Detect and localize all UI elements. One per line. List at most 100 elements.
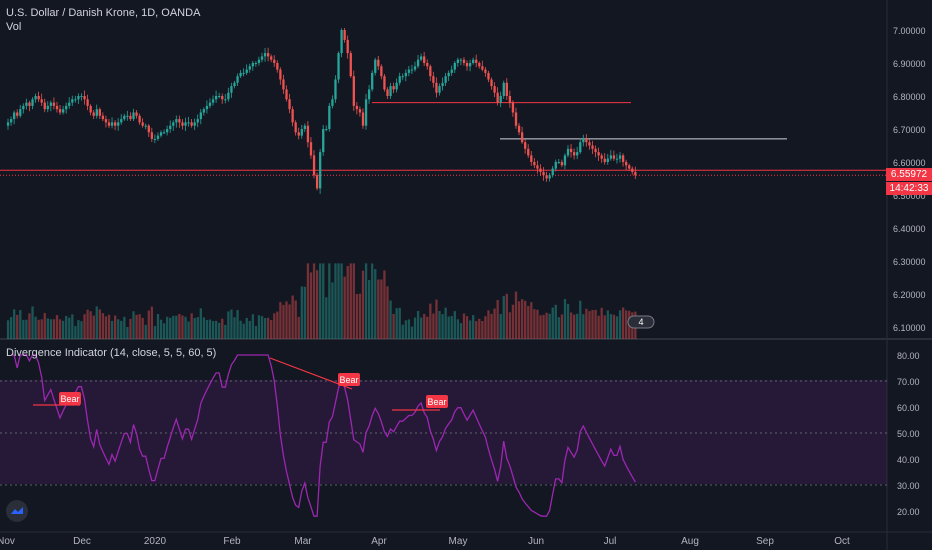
candle-body — [588, 142, 591, 146]
volume-bar — [233, 317, 236, 339]
candle-body — [530, 155, 533, 162]
volume-bar — [34, 316, 37, 339]
volume-bar — [95, 306, 98, 339]
volume-bar — [334, 263, 337, 339]
volume-bar — [505, 293, 508, 339]
candle-body — [120, 119, 123, 123]
candle-body — [43, 102, 46, 110]
volume-badge-box — [627, 315, 655, 329]
candle-body — [481, 66, 484, 70]
volume-bar — [123, 316, 126, 339]
volume-bar — [615, 316, 619, 339]
candle-body — [325, 129, 328, 130]
candle-body — [150, 132, 154, 139]
volume-bar — [74, 326, 77, 339]
volume-bar — [551, 307, 554, 339]
volume-bar — [297, 316, 300, 339]
volume-bar — [135, 314, 138, 339]
volume-bar — [16, 314, 19, 339]
candle-body — [465, 63, 469, 67]
candle-body — [416, 59, 420, 67]
tradingview-logo-icon[interactable] — [6, 500, 28, 522]
volume-bar — [478, 318, 481, 339]
volume-bar — [129, 318, 132, 339]
volume-bar — [542, 314, 545, 339]
volume-bar — [401, 324, 404, 339]
volume-bar — [37, 319, 40, 339]
volume-bar — [367, 280, 371, 339]
candle-body — [612, 155, 616, 159]
volume-bar — [364, 263, 368, 339]
volume-bar — [175, 315, 178, 339]
price-tick-label: 6.20000 — [893, 290, 926, 300]
candle-body — [511, 102, 515, 113]
volume-bar — [178, 314, 181, 339]
price-tick-label: 6.30000 — [893, 257, 926, 267]
candle-body — [98, 109, 101, 116]
candle-body — [273, 59, 276, 63]
candle-body — [22, 105, 25, 110]
candle-body — [429, 66, 432, 77]
candle-body — [49, 102, 53, 106]
candle-body — [410, 69, 414, 71]
volume-bar — [358, 293, 362, 339]
volume-bar — [282, 304, 285, 339]
volume-bar — [86, 309, 89, 339]
candle-body — [478, 63, 481, 67]
symbol-title[interactable]: U.S. Dollar / Danish Krone, 1D, OANDA — [6, 7, 201, 19]
candle-body — [508, 96, 512, 103]
volume-bar — [429, 303, 432, 339]
volume-bar — [456, 319, 460, 339]
candle-body — [628, 165, 631, 169]
volume-bar — [80, 321, 83, 339]
candle-body — [361, 112, 365, 126]
candle-body — [459, 59, 463, 61]
indicator-legend[interactable]: Divergence Indicator (14, close, 5, 5, 6… — [6, 347, 217, 359]
volume-bar — [499, 314, 502, 339]
volume-bar — [9, 317, 13, 339]
candle-body — [129, 115, 132, 120]
volume-bar — [465, 316, 469, 339]
candle-body — [312, 155, 316, 176]
candle-body — [251, 63, 254, 67]
candle-body — [609, 155, 613, 159]
candle-body — [563, 155, 567, 166]
candle-body — [28, 102, 31, 106]
candle-body — [19, 109, 22, 116]
volume-bar — [530, 302, 533, 339]
volume-bar — [618, 310, 622, 339]
candle-body — [475, 59, 478, 63]
candle-body — [303, 125, 307, 129]
volume-bar — [582, 314, 585, 339]
candle-body — [74, 99, 77, 101]
volume-bar — [514, 291, 518, 339]
candle-body — [346, 39, 349, 54]
candle-body — [514, 112, 518, 126]
candle-body — [141, 122, 144, 126]
candle-body — [499, 96, 502, 103]
volume-bar — [279, 302, 282, 339]
volume-legend: Vol — [6, 21, 22, 33]
candle-body — [517, 125, 521, 133]
bear-label: Bear — [60, 394, 79, 404]
indicator-line — [11, 354, 636, 517]
bear-label: Bear — [427, 397, 446, 407]
volume-bar — [502, 296, 505, 339]
volume-bar — [325, 297, 328, 339]
volume-bar — [251, 314, 254, 339]
volume-bar — [438, 311, 441, 339]
candle-body — [6, 122, 10, 126]
candle-body — [184, 122, 187, 126]
volume-bar — [181, 315, 184, 339]
candle-body — [294, 122, 297, 133]
candle-body — [423, 56, 426, 63]
volume-bar — [52, 319, 56, 339]
volume-bar — [511, 304, 515, 339]
candle-body — [104, 119, 108, 123]
volume-bar — [120, 320, 123, 339]
volume-bar — [398, 307, 401, 339]
candle-body — [208, 102, 212, 106]
candle-body — [496, 92, 499, 103]
volume-bar — [22, 319, 25, 339]
